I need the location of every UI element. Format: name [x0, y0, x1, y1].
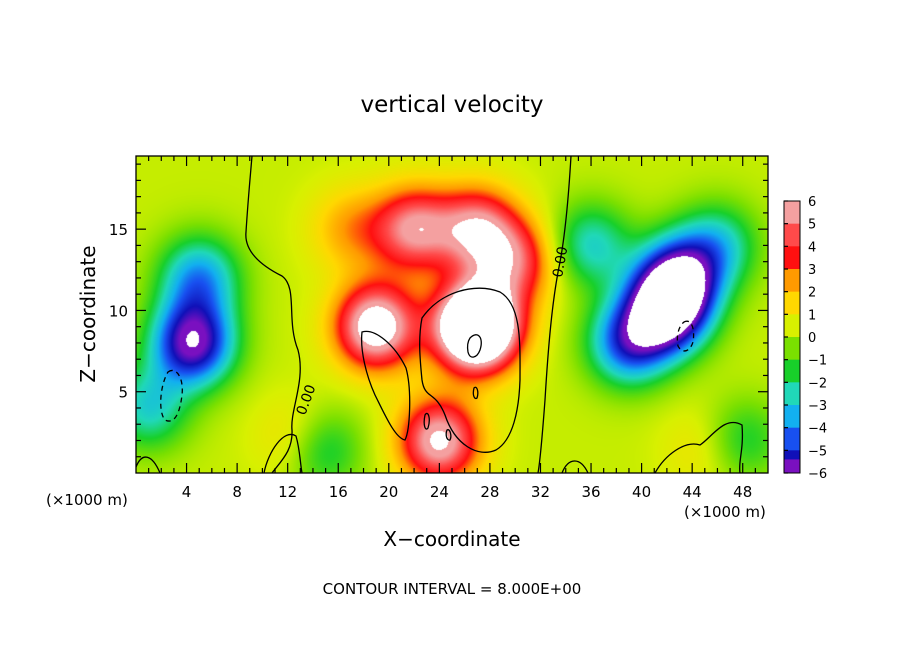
contour-zero-small-right	[561, 460, 589, 473]
contour-neg-right	[676, 320, 695, 352]
x-tick-labels: 4 8 12 16 20 24 28 32 36 40 44 48	[182, 483, 752, 501]
contour-8-tiny-loop	[445, 429, 452, 441]
x-tick-label: 48	[733, 483, 752, 501]
contour-lines	[136, 156, 744, 473]
colorbar-cell	[784, 382, 800, 406]
colorbar-cell	[784, 427, 800, 451]
colorbar-label: 6	[808, 195, 816, 210]
contour-8-left-lobe	[360, 330, 411, 441]
colorbar-cell	[784, 337, 800, 361]
y-tick-label: 5	[118, 384, 128, 402]
colorbar-label: −2	[808, 376, 827, 391]
contour-zero-right	[537, 156, 572, 473]
colorbar-cell	[784, 246, 800, 270]
colorbar-cell	[784, 223, 800, 247]
colorbar-label: −5	[808, 444, 827, 459]
colorbar-label: 3	[808, 263, 816, 278]
contour-interval-footer: CONTOUR INTERVAL = 8.000E+00	[323, 580, 582, 598]
x-axis-label: X−coordinate	[383, 527, 520, 551]
x-tick-label: 40	[632, 483, 651, 501]
contour-8-main-lobe	[419, 287, 521, 453]
y-tick-label: 15	[109, 221, 128, 239]
colorbar: 6 5 4 3 2 1 0 −1 −2 −3 −4 −5 −6	[783, 195, 827, 482]
colorbar-label: 4	[808, 240, 816, 255]
colorbar-label: 0	[808, 331, 816, 346]
colorbar-cell	[784, 405, 800, 429]
colorbar-label: −4	[808, 422, 827, 437]
axis-ticks	[136, 156, 768, 473]
x-tick-label: 28	[480, 483, 499, 501]
contour-8-small-loop	[472, 386, 479, 400]
contour-zero-bottom-right	[654, 422, 744, 473]
heatmap-field	[136, 156, 768, 473]
colorbar-label: 2	[808, 286, 816, 301]
y-tick-label: 10	[109, 302, 128, 320]
colorbar-cell	[784, 459, 800, 473]
y-tick-labels: 5 10 15	[109, 221, 128, 402]
contour-label-right: 0.00	[550, 245, 571, 278]
x-unit-label-left: (×1000 m)	[46, 491, 128, 509]
contour-zero-bottom-mid	[263, 433, 303, 473]
contour-8-inner-loop	[466, 334, 482, 358]
colorbar-cell	[784, 314, 800, 338]
contour-zero-left	[245, 156, 301, 473]
x-tick-label: 24	[430, 483, 449, 501]
x-tick-label: 44	[683, 483, 702, 501]
colorbar-label: −3	[808, 399, 827, 414]
x-tick-label: 8	[232, 483, 242, 501]
contour-8-spike	[423, 412, 430, 430]
x-tick-label: 16	[329, 483, 348, 501]
colorbar-label: 1	[808, 308, 816, 323]
chart-title: vertical velocity	[361, 92, 544, 118]
y-axis-label: Z−coordinate	[76, 245, 100, 382]
x-unit-label-right: (×1000 m)	[684, 503, 766, 521]
contour-zero-bottom-left	[136, 456, 161, 473]
x-tick-label: 32	[531, 483, 550, 501]
colorbar-cell	[784, 201, 800, 225]
colorbar-labels: 6 5 4 3 2 1 0 −1 −2 −3 −4 −5 −6	[808, 195, 827, 482]
x-tick-label: 4	[182, 483, 192, 501]
colorbar-cells	[783, 200, 801, 474]
colorbar-cell	[784, 359, 800, 383]
colorbar-cell	[784, 269, 800, 293]
colorbar-label: −1	[808, 354, 827, 369]
x-tick-label: 36	[581, 483, 600, 501]
colorbar-cell	[784, 291, 800, 315]
colorbar-label: 5	[808, 218, 816, 233]
x-tick-label: 12	[278, 483, 297, 501]
x-tick-label: 20	[379, 483, 398, 501]
contour-neg-left	[160, 369, 183, 422]
colorbar-label: −6	[808, 467, 827, 482]
